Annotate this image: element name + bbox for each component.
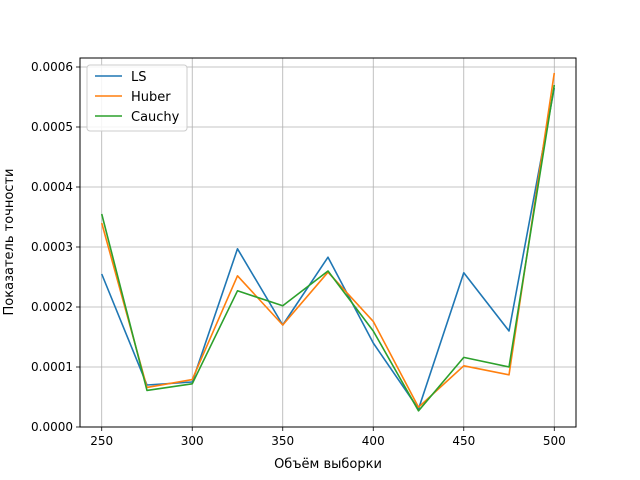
- series-line-cauchy: [100, 84, 556, 412]
- legend-label-huber: Huber: [131, 90, 171, 105]
- x-tick-label: 300: [181, 434, 204, 448]
- x-tick-label: 500: [543, 434, 566, 448]
- legend: LS Huber Cauchy: [86, 64, 188, 132]
- grid: [80, 58, 576, 428]
- y-tick-label: 0.0006: [31, 60, 73, 74]
- y-tick-label: 0.0003: [31, 240, 73, 254]
- series-lines: [100, 72, 556, 412]
- y-tick-label: 0.0002: [31, 300, 73, 314]
- y-axis-ticks: 0.0000 0.0001 0.0002 0.0003 0.0004 0.0005 0.00…: [31, 60, 80, 434]
- y-tick-label: 0.0004: [31, 180, 73, 194]
- y-axis-label: Показатель точности: [2, 169, 17, 316]
- x-tick-label: 400: [362, 434, 385, 448]
- legend-box: [86, 64, 188, 132]
- x-tick-label: 250: [90, 434, 113, 448]
- x-tick-label: 350: [271, 434, 294, 448]
- y-tick-label: 0.0005: [31, 120, 73, 134]
- legend-label-ls: LS: [131, 70, 147, 85]
- legend-label-cauchy: Cauchy: [131, 110, 180, 125]
- plot-frame: [79, 57, 577, 428]
- x-tick-label: 450: [452, 434, 475, 448]
- x-axis-label: Объём выборки: [274, 457, 382, 472]
- x-axis-ticks: 250 300 350 400 450 500: [90, 427, 566, 448]
- y-tick-label: 0.0000: [31, 420, 73, 434]
- y-tick-label: 0.0001: [31, 360, 73, 374]
